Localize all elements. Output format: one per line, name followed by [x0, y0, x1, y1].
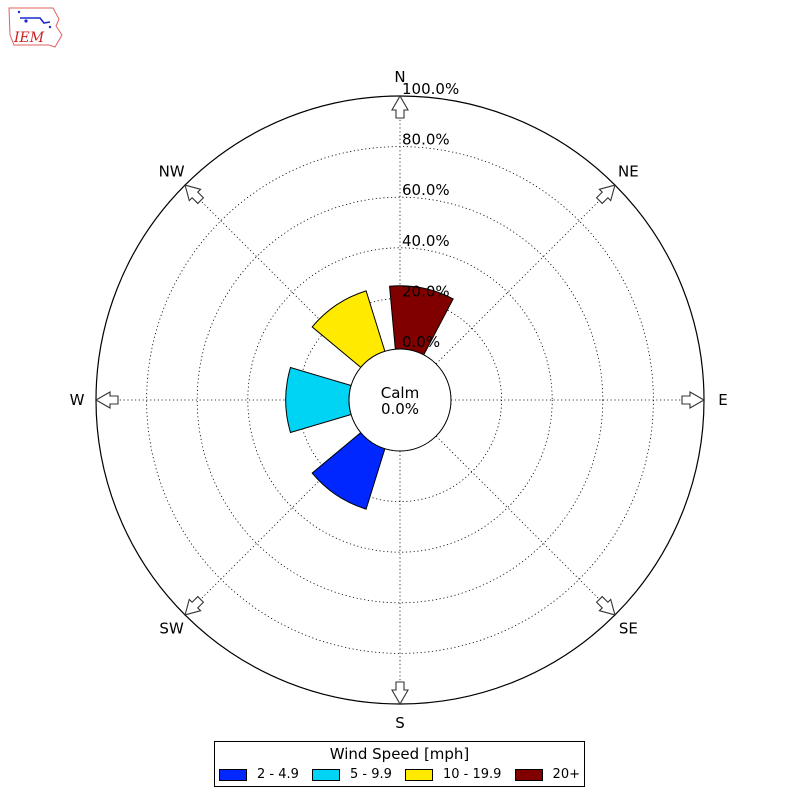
direction-label-e: E: [718, 391, 727, 409]
radial-tick-label: 40.0%: [402, 232, 450, 250]
arrow-shape: [391, 94, 409, 119]
direction-label-ne: NE: [618, 163, 639, 181]
legend-label: 5 - 9.9: [350, 767, 392, 782]
direction-label-w: W: [70, 391, 85, 409]
legend-items: 2 - 4.9 5 - 9.9 10 - 19.9 20+: [219, 767, 580, 782]
direction-arrow-s: [391, 681, 409, 706]
grid-circle: [297, 297, 502, 502]
legend-label: 20+: [552, 767, 580, 782]
legend-swatch: [219, 768, 247, 781]
grid-circle: [247, 247, 553, 553]
legend-swatch: [405, 768, 433, 781]
direction-arrow-w: [94, 391, 119, 409]
legend-item: 5 - 9.9: [312, 767, 392, 782]
legend-label: 10 - 19.9: [443, 767, 502, 782]
radial-gridline-se: [435, 435, 616, 616]
radial-tick-label: 100.0%: [402, 80, 459, 98]
legend-swatch: [514, 768, 543, 781]
direction-arrow-nw: [184, 184, 205, 205]
arrow-shape: [391, 681, 409, 706]
direction-label-n: N: [394, 68, 405, 86]
iem-logo: IEM: [6, 5, 66, 51]
calm-label: Calm: [381, 384, 419, 402]
grid-circle: [146, 146, 654, 654]
legend-item: 2 - 4.9: [219, 767, 299, 782]
bars-layer: [285, 285, 454, 510]
bar-5-9-9: [285, 366, 352, 434]
arrow-shape: [94, 391, 119, 409]
labels-layer: Calm0.0%0.0%20.0%40.0%60.0%80.0%100.0%NN…: [70, 68, 728, 732]
direction-arrow-e: [681, 391, 706, 409]
arrow-shape: [681, 391, 706, 409]
svg-text:IEM: IEM: [13, 30, 45, 46]
legend-item: 20+: [514, 767, 580, 782]
arrow-shape: [184, 184, 205, 205]
direction-arrow-sw: [184, 595, 205, 616]
calm-value: 0.0%: [381, 400, 419, 418]
radial-tick-label: 20.0%: [402, 282, 450, 300]
grid-circle: [196, 196, 604, 604]
iowa-map-icon: IEM: [8, 7, 63, 48]
legend-item: 10 - 19.9: [405, 767, 501, 782]
radial-tick-label: 60.0%: [402, 181, 450, 199]
direction-arrow-ne: [595, 184, 616, 205]
legend-label: 2 - 4.9: [257, 767, 299, 782]
radial-tick-label: 0.0%: [402, 333, 440, 351]
radial-gridline-ne: [435, 184, 616, 365]
direction-label-sw: SW: [159, 619, 184, 637]
direction-arrow-se: [595, 595, 616, 616]
direction-arrows: [94, 94, 706, 706]
direction-label-se: SE: [619, 619, 638, 637]
legend: Wind Speed [mph] 2 - 4.9 5 - 9.9 10 - 19.9…: [214, 741, 585, 787]
direction-label-s: S: [395, 714, 405, 732]
arrow-shape: [184, 595, 205, 616]
legend-title: Wind Speed [mph]: [329, 745, 470, 763]
radial-tick-label: 80.0%: [402, 131, 450, 149]
direction-arrow-n: [391, 94, 409, 119]
direction-label-nw: NW: [159, 163, 185, 181]
arrow-shape: [595, 595, 616, 616]
legend-swatch: [312, 768, 340, 781]
arrow-shape: [595, 184, 616, 205]
calm-circle: [348, 348, 452, 452]
